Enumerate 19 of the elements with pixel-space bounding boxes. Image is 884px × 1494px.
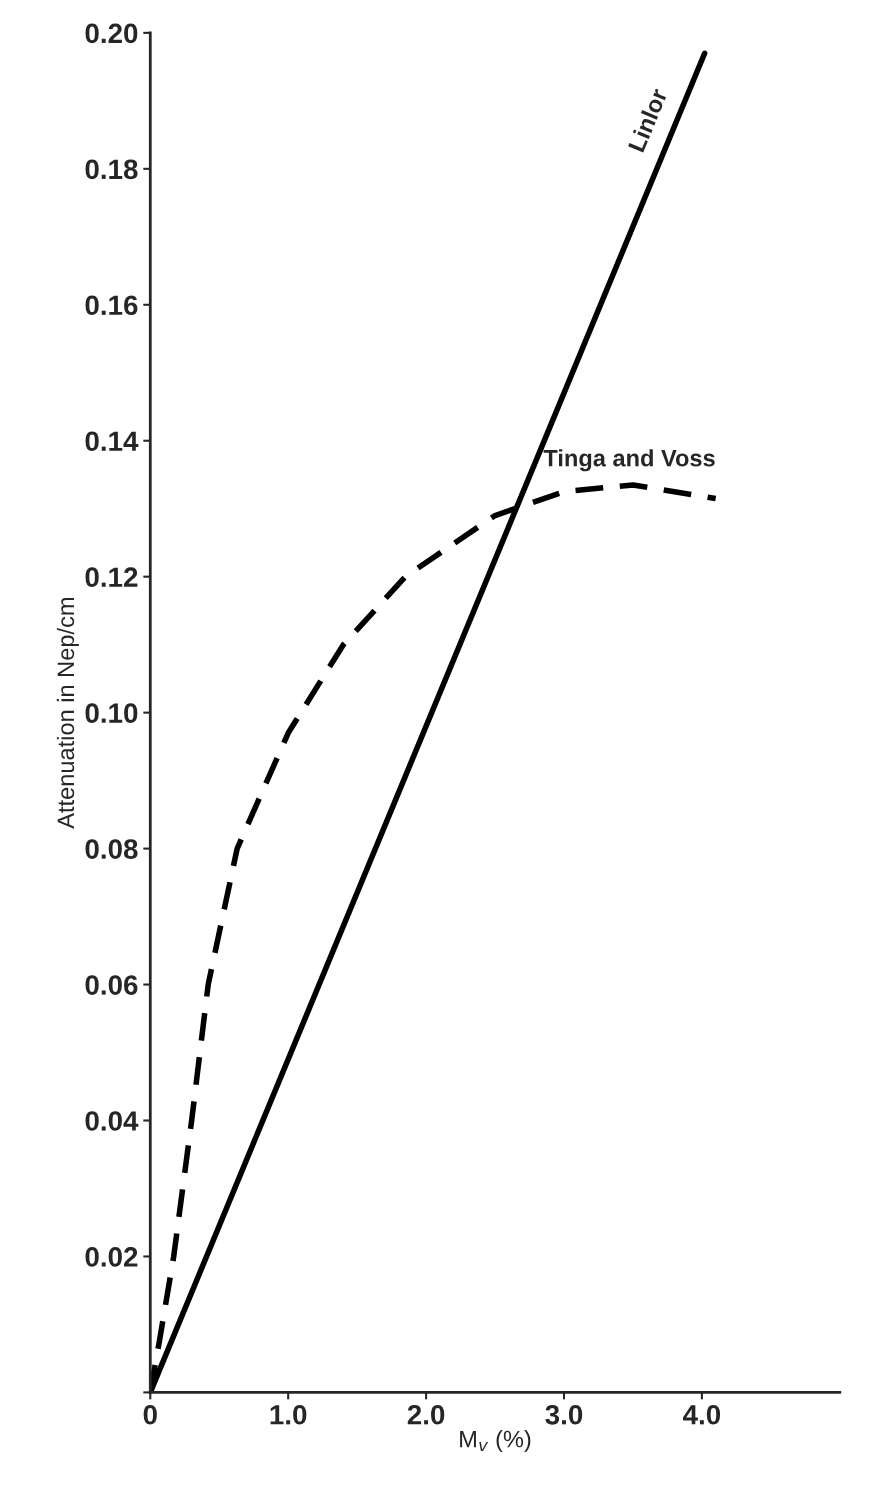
x-tick-label: 0 xyxy=(143,1404,157,1425)
y-tick-label: 0.10 xyxy=(85,703,138,723)
y-tick-label: 0.16 xyxy=(85,295,138,316)
text: Linlor xyxy=(627,87,668,153)
y-tick-label: 0.12 xyxy=(85,567,138,588)
x-tick-label: 4.0 xyxy=(683,1404,721,1425)
y-tick-label: 0.02 xyxy=(85,1247,138,1267)
y-tick-label: 0.20 xyxy=(85,23,138,44)
y-tick-label: 0.18 xyxy=(85,159,138,180)
y-tick-label: 0.14 xyxy=(85,431,139,452)
x-tick-label: 1.0 xyxy=(270,1404,307,1425)
x-tick-label: 2.0 xyxy=(407,1404,445,1425)
series-label: Tinga and Voss xyxy=(543,449,715,472)
x-axis-title: M$_{v}$ (%) xyxy=(460,1430,531,1453)
x-tick-label: 3.0 xyxy=(545,1404,583,1425)
y-tick-label: 0.04 xyxy=(85,1111,139,1131)
y-tick-label: 0.08 xyxy=(85,839,138,859)
y-tick-label: 0.06 xyxy=(85,975,138,995)
y-axis-title: Attenuation in Nep/cm xyxy=(56,598,79,829)
